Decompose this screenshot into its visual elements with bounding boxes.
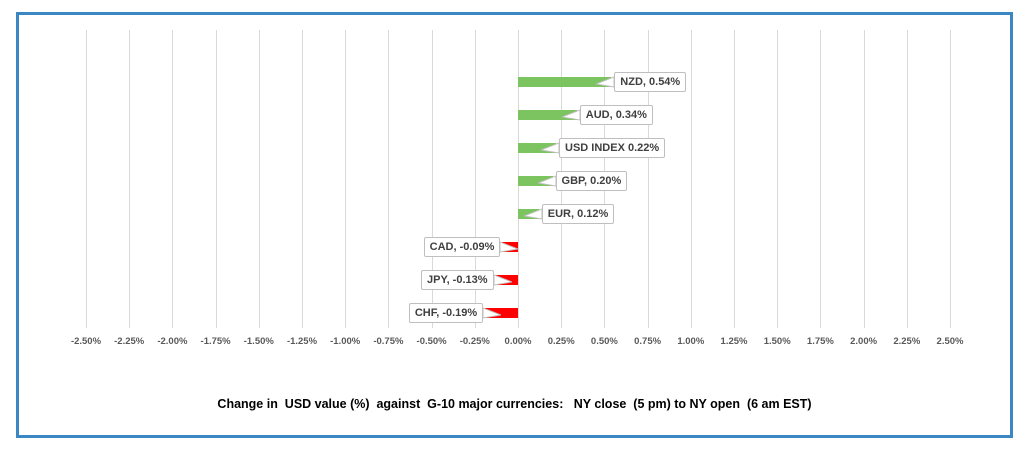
- x-axis-tick-label: 0.75%: [634, 336, 662, 347]
- x-axis-tick-label: -1.25%: [286, 336, 318, 347]
- bar-chf: [485, 308, 518, 318]
- data-label: AUD, 0.34%: [579, 105, 653, 125]
- gridline: [777, 30, 779, 328]
- callout-pointer: [500, 241, 519, 253]
- x-axis-tick-label: -0.50%: [416, 336, 447, 347]
- gridline: [950, 30, 951, 328]
- x-axis-tick-label: -2.25%: [114, 336, 145, 347]
- bar-usd-index: [518, 143, 557, 153]
- x-axis-tick-label: -2.50%: [70, 336, 102, 347]
- data-label: EUR, 0.12%: [541, 204, 615, 224]
- gridline: [734, 30, 735, 328]
- gridline: [863, 30, 865, 328]
- callout-pointer: [483, 307, 502, 319]
- plot-area: -2.50% -2.25% -2.00% -1.75% -1.50% -1.25% -1.0…: [71, 30, 963, 347]
- x-axis-tick-label: 0.25%: [547, 336, 575, 347]
- callout-pointer: [523, 208, 542, 220]
- data-label: USD INDEX 0.22%: [559, 138, 666, 158]
- callout-pointer: [493, 274, 512, 286]
- chart-title: Change in USD value (%) against G-10 maj…: [217, 397, 812, 411]
- chart-frame: -2.50% -2.25% -2.00% -1.75% -1.50% -1.25% -1.0…: [16, 12, 1013, 438]
- x-axis-tick-label: 2.50%: [936, 336, 964, 347]
- data-label: CHF, -0.19%: [408, 303, 484, 323]
- gridline: [906, 30, 908, 328]
- data-label: NZD, 0.54%: [614, 72, 687, 92]
- gridline: [129, 30, 131, 328]
- x-axis-tick-label: 1.25%: [720, 336, 748, 347]
- x-axis-tick-label: 0.50%: [590, 336, 618, 347]
- x-axis-tick-label: -0.25%: [459, 336, 490, 347]
- callout-pointer: [561, 109, 580, 121]
- x-axis-tick-label: 1.00%: [677, 336, 705, 347]
- bar-gbp: [518, 176, 553, 186]
- bar-nzd: [518, 77, 612, 87]
- gridline: [172, 30, 174, 328]
- gridline: [258, 30, 260, 328]
- gridline: [345, 30, 347, 328]
- x-axis-tick-label: -1.50%: [243, 336, 274, 347]
- x-axis-tick-label: -1.75%: [200, 336, 231, 347]
- gridline: [302, 30, 303, 328]
- gridline: [690, 30, 692, 328]
- callout-pointer: [537, 175, 556, 187]
- gridline: [86, 30, 87, 328]
- callout-pointer: [541, 142, 560, 154]
- gridline: [474, 30, 476, 328]
- x-axis-tick-label: 1.50%: [763, 336, 791, 347]
- bar-aud: [518, 110, 577, 120]
- x-axis-tick-label: -0.75%: [373, 336, 404, 347]
- data-label: JPY, -0.13%: [421, 270, 494, 290]
- x-axis-tick-label: 0.00%: [504, 336, 532, 347]
- x-axis-tick-label: 1.75%: [806, 336, 834, 347]
- data-label: GBP, 0.20%: [555, 171, 628, 191]
- x-axis-tick-label: 2.25%: [893, 336, 921, 347]
- gridline: [431, 30, 433, 328]
- x-axis-tick-label: -1.00%: [330, 336, 361, 347]
- gridline: [215, 30, 217, 328]
- gridline: [647, 30, 649, 328]
- data-label: CAD, -0.09%: [423, 237, 501, 257]
- x-axis-tick-label: -2.00%: [157, 336, 188, 347]
- gridline: [388, 30, 390, 328]
- x-axis-tick-label: 2.00%: [850, 336, 878, 347]
- callout-pointer: [596, 76, 615, 88]
- gridline: [820, 30, 822, 328]
